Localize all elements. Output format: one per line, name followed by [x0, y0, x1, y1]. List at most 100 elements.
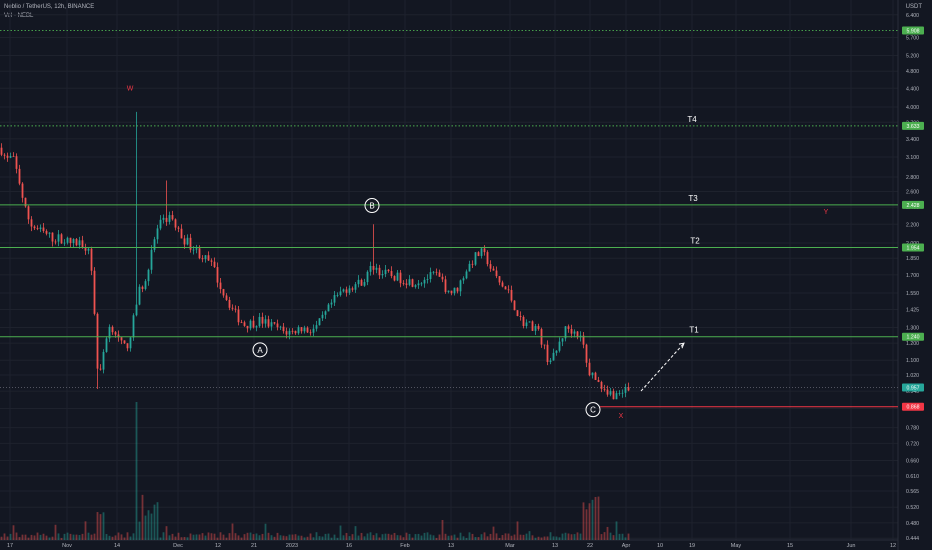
volume-bar — [213, 533, 216, 540]
wave-label-b: B — [369, 202, 374, 211]
candle-body — [60, 234, 63, 244]
candle-body — [18, 168, 21, 184]
volume-bar — [87, 532, 90, 540]
y-tick-label: 1.020 — [906, 373, 919, 379]
volume-bar — [141, 494, 144, 540]
candle-body — [591, 372, 594, 376]
volume-bars — [0, 402, 630, 540]
volume-bar — [96, 512, 99, 540]
candle-body — [426, 278, 429, 280]
volume-bar — [177, 532, 180, 540]
candle-body — [390, 271, 393, 277]
volume-bar — [525, 533, 528, 540]
candle-body — [240, 322, 243, 324]
candle-body — [0, 147, 3, 155]
volume-bar — [306, 536, 309, 540]
candles — [0, 111, 630, 400]
target-label-t3: T3 — [688, 194, 698, 203]
volume-bar — [75, 534, 78, 540]
price-label-bg — [902, 26, 924, 35]
volume-bar — [390, 534, 393, 540]
volume-bar — [420, 535, 423, 540]
volume-bar — [609, 532, 612, 540]
volume-bar — [159, 537, 162, 540]
volume-bar — [90, 534, 93, 540]
price-label-target: 1.954 — [907, 246, 920, 252]
volume-bar — [285, 536, 288, 540]
candle-body — [507, 289, 510, 291]
candle-body — [30, 219, 33, 227]
volume-bar — [444, 533, 447, 540]
volume-bar — [72, 534, 75, 540]
candle-body — [63, 242, 66, 244]
candle-body — [327, 304, 330, 312]
candle-body — [21, 183, 24, 198]
candle-body — [45, 230, 48, 234]
y-axis: 0.444 0.480 0.520 0.565 0.610 0.660 0.720 0.780… — [906, 13, 919, 542]
candle-body — [570, 328, 573, 334]
y-tick-label: 1.200 — [906, 341, 919, 347]
candle-body — [42, 227, 45, 231]
candle-body — [489, 264, 492, 269]
candle-body — [411, 279, 414, 287]
x-tick-label: 14 — [114, 543, 120, 549]
candle-body — [546, 344, 549, 363]
y-tick-label: 1.550 — [906, 291, 919, 297]
candle-body — [615, 393, 618, 400]
candle-body — [459, 280, 462, 292]
volume-bar — [111, 536, 114, 540]
candle-body — [561, 338, 564, 342]
candle-body — [279, 326, 282, 328]
candle-body — [618, 393, 621, 394]
volume-bar — [303, 537, 306, 540]
candle-body — [57, 234, 60, 242]
volume-bar — [579, 533, 582, 540]
volume-bar — [501, 535, 504, 540]
candle-body — [432, 271, 435, 273]
volume-bar — [246, 532, 249, 540]
volume-bar — [438, 534, 441, 540]
candle-body — [105, 338, 108, 352]
volume-bar — [84, 521, 87, 540]
candle-body — [567, 326, 570, 329]
candle-body — [39, 227, 42, 230]
volume-bar — [105, 534, 108, 540]
volume-bar — [615, 521, 618, 540]
candle-body — [129, 337, 132, 349]
target-label-t1: T1 — [689, 326, 699, 335]
candle-body — [612, 391, 615, 400]
volume-bar — [543, 536, 546, 540]
candle-body — [3, 154, 6, 156]
volume-bar — [342, 535, 345, 540]
price-labels: 5.908 3.633 2.428 1.954 1.240 0.957 0.868 — [902, 26, 924, 411]
volume-bar — [366, 533, 369, 540]
volume-bar — [576, 532, 579, 540]
volume-bar — [234, 533, 237, 540]
x-tick-label: Nov — [62, 543, 72, 549]
candle-body — [456, 287, 459, 292]
volume-bar — [378, 537, 381, 540]
volume-bar — [432, 535, 435, 540]
volume-bar — [51, 536, 54, 540]
volume-bar — [108, 535, 111, 540]
candle-body — [405, 283, 408, 285]
volume-bar — [324, 533, 327, 540]
x-tick-label: May — [731, 543, 742, 549]
candle-body — [420, 283, 423, 285]
volume-bar — [474, 537, 477, 540]
volume-bar — [453, 534, 456, 540]
candle-body — [621, 392, 624, 394]
volume-bar — [477, 537, 480, 540]
volume-bar — [435, 537, 438, 540]
y-tick-label: 2.800 — [906, 175, 919, 181]
x-tick-label: 19 — [689, 543, 695, 549]
volume-bar — [297, 535, 300, 540]
candle-body — [435, 271, 438, 273]
volume-bar — [315, 532, 318, 540]
volume-bar — [411, 537, 414, 540]
volume-bar — [348, 536, 351, 540]
volume-bar — [312, 537, 315, 540]
candle-body — [357, 279, 360, 285]
y-tick-label: 5.200 — [906, 53, 919, 59]
